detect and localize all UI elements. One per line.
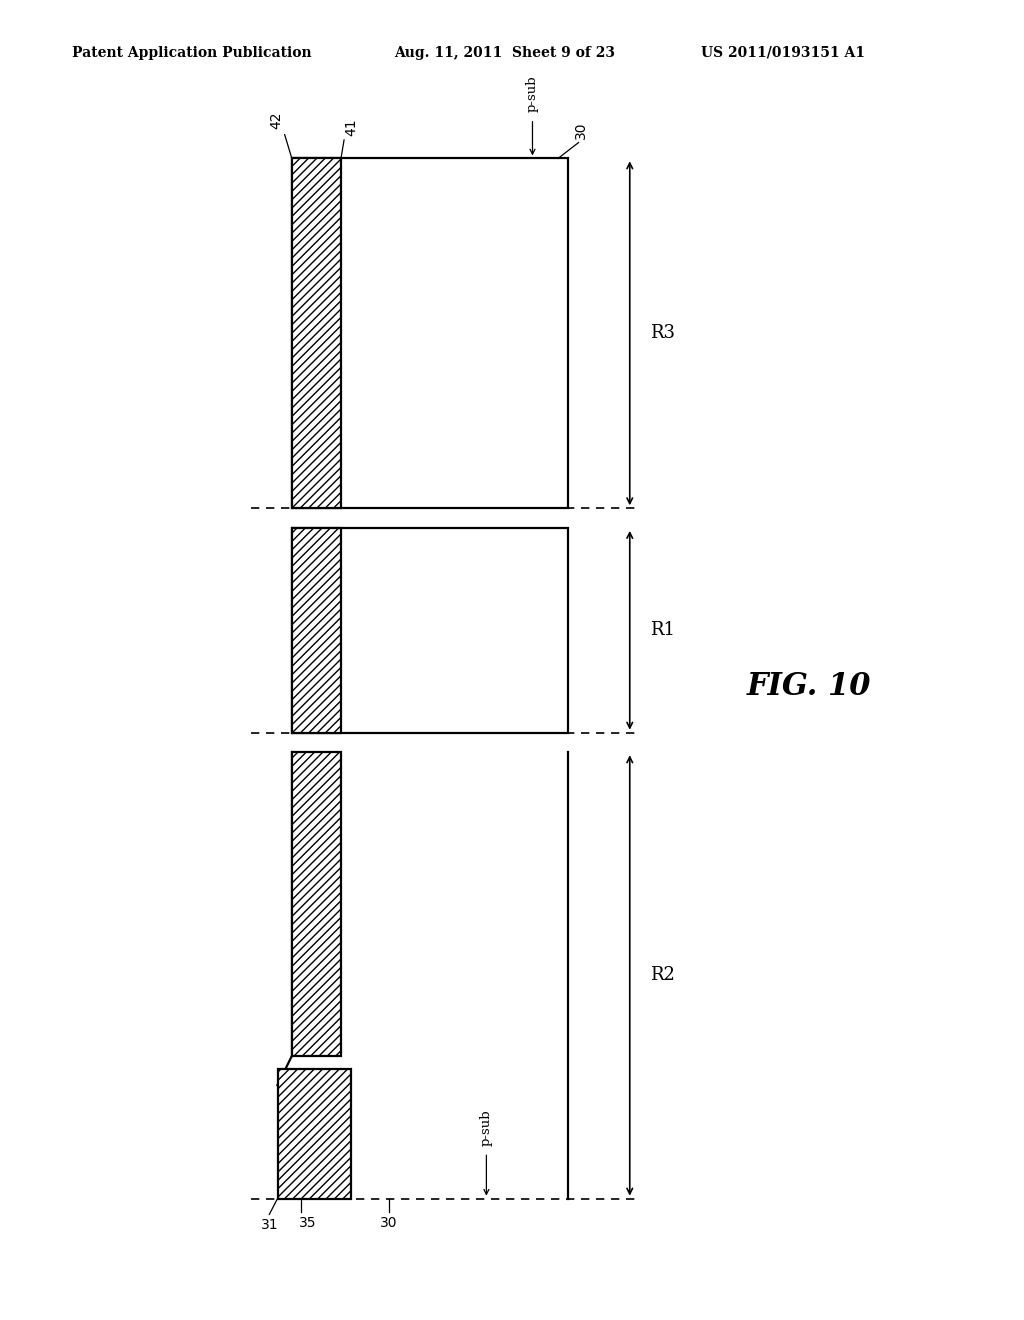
Text: R2: R2 <box>650 966 675 985</box>
Text: Patent Application Publication: Patent Application Publication <box>72 46 311 59</box>
Text: 35: 35 <box>298 1216 316 1230</box>
Text: 41: 41 <box>344 119 358 136</box>
Bar <box>292 528 341 733</box>
Bar <box>292 752 341 1056</box>
Bar <box>278 1069 351 1199</box>
Bar <box>292 158 341 508</box>
Bar <box>292 528 568 733</box>
Text: R3: R3 <box>650 325 675 342</box>
Text: FIG. 10: FIG. 10 <box>746 671 871 702</box>
Text: p-sub: p-sub <box>526 75 539 112</box>
Text: 30: 30 <box>380 1216 398 1230</box>
Text: US 2011/0193151 A1: US 2011/0193151 A1 <box>701 46 865 59</box>
Text: p-sub: p-sub <box>480 1109 493 1146</box>
Text: Aug. 11, 2011  Sheet 9 of 23: Aug. 11, 2011 Sheet 9 of 23 <box>394 46 615 59</box>
Text: 42: 42 <box>269 112 284 129</box>
Text: 30: 30 <box>573 121 588 139</box>
Text: R1: R1 <box>650 622 675 639</box>
Bar <box>292 158 568 508</box>
Text: 31: 31 <box>260 1218 279 1233</box>
